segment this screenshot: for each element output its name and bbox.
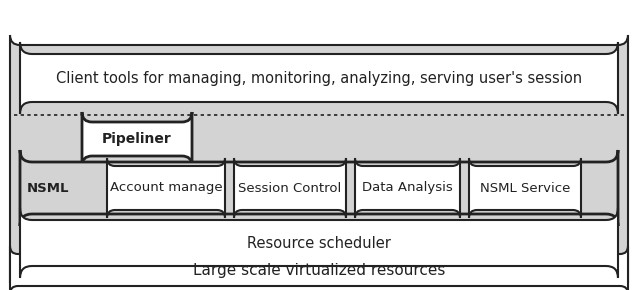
FancyBboxPatch shape xyxy=(10,246,628,290)
FancyBboxPatch shape xyxy=(469,158,581,218)
Text: Resource scheduler: Resource scheduler xyxy=(247,235,391,251)
FancyBboxPatch shape xyxy=(355,158,460,218)
FancyBboxPatch shape xyxy=(10,35,628,283)
Text: Pipeliner: Pipeliner xyxy=(102,132,172,146)
Text: Session Control: Session Control xyxy=(238,182,342,195)
Text: Large scale virtualized resources: Large scale virtualized resources xyxy=(193,262,445,278)
FancyBboxPatch shape xyxy=(234,158,346,218)
Text: Account manage: Account manage xyxy=(109,182,222,195)
Text: NSML Service: NSML Service xyxy=(480,182,570,195)
FancyBboxPatch shape xyxy=(82,112,192,166)
Text: Client tools for managing, monitoring, analyzing, serving user's session: Client tools for managing, monitoring, a… xyxy=(56,70,582,86)
FancyBboxPatch shape xyxy=(20,150,618,226)
Text: NSML: NSML xyxy=(27,182,69,195)
FancyBboxPatch shape xyxy=(20,42,618,114)
Text: Data Analysis: Data Analysis xyxy=(362,182,453,195)
FancyBboxPatch shape xyxy=(20,208,618,278)
FancyBboxPatch shape xyxy=(107,158,225,218)
